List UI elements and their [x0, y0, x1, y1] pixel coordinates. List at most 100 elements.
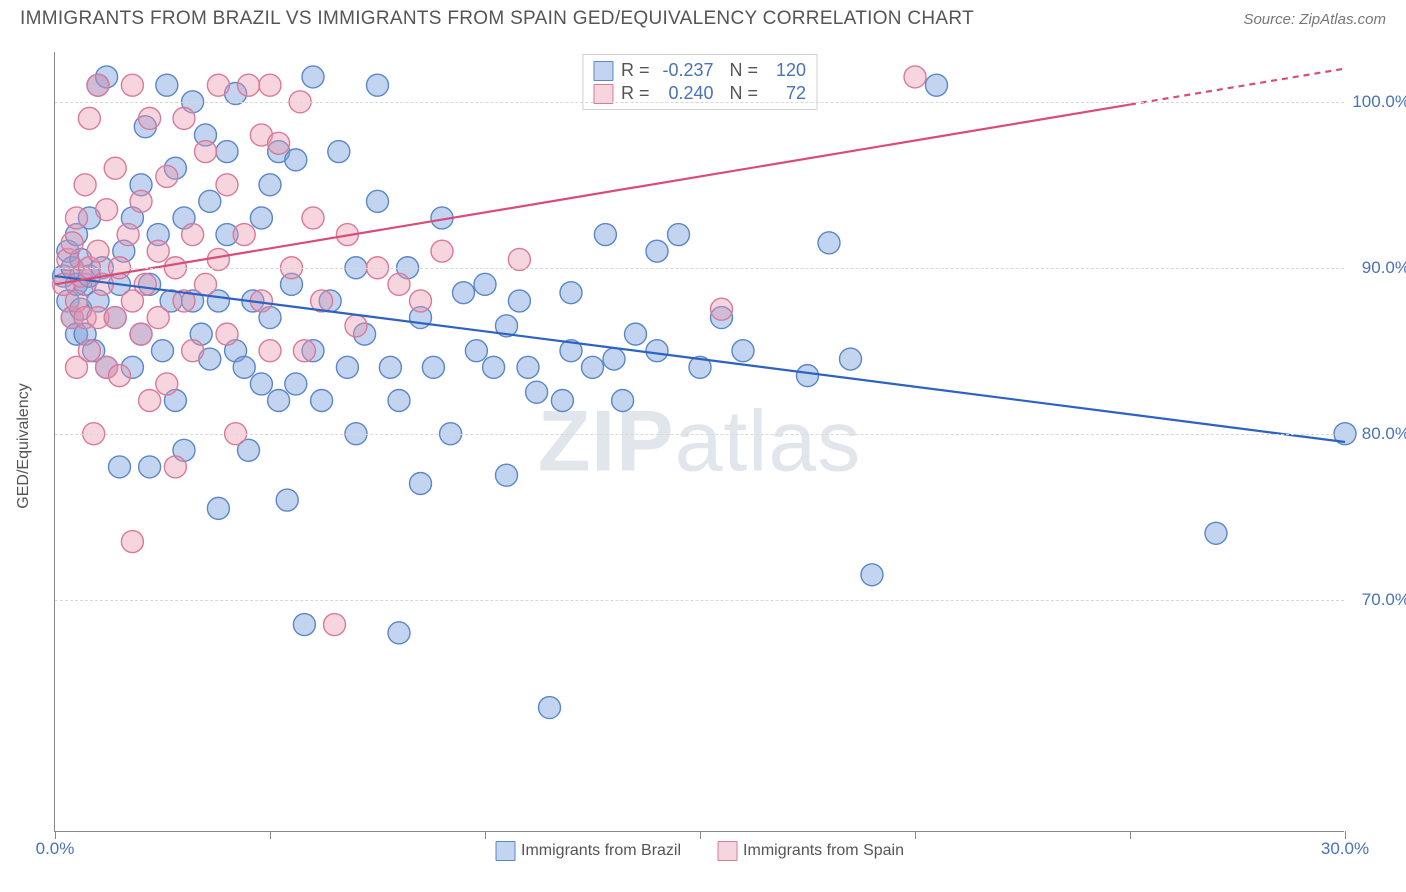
data-point [152, 340, 174, 362]
data-point [78, 340, 100, 362]
data-point [367, 190, 389, 212]
data-point [96, 199, 118, 221]
data-point [293, 614, 315, 636]
x-tick [915, 831, 916, 839]
data-point [195, 141, 217, 163]
data-point [109, 456, 131, 478]
data-point [625, 323, 647, 345]
data-point [285, 149, 307, 171]
correlation-row: R = -0.237 N = 120 [593, 59, 806, 82]
legend-item: Immigrants from Brazil [495, 841, 681, 861]
data-point [199, 190, 221, 212]
gridline-h [55, 434, 1344, 435]
chart-header: IMMIGRANTS FROM BRAZIL VS IMMIGRANTS FRO… [0, 0, 1406, 34]
data-point [109, 365, 131, 387]
legend-swatch [717, 841, 737, 861]
data-point [594, 224, 616, 246]
data-point [182, 224, 204, 246]
data-point [328, 141, 350, 163]
data-point [379, 356, 401, 378]
data-point [61, 232, 83, 254]
data-point [74, 174, 96, 196]
data-point [388, 390, 410, 412]
legend-label: Immigrants from Brazil [521, 842, 681, 860]
gridline-h [55, 600, 1344, 601]
scatter-svg [55, 52, 1344, 831]
data-point [560, 282, 582, 304]
data-point [173, 107, 195, 129]
data-point [582, 356, 604, 378]
data-point [293, 340, 315, 362]
n-value: 120 [766, 60, 806, 81]
data-point [496, 464, 518, 486]
data-point [238, 74, 260, 96]
data-point [285, 373, 307, 395]
data-point [388, 273, 410, 295]
data-point [87, 74, 109, 96]
data-point [302, 207, 324, 229]
data-point [156, 373, 178, 395]
data-point [603, 348, 625, 370]
data-point [250, 207, 272, 229]
data-point [465, 340, 487, 362]
data-point [156, 165, 178, 187]
trend-line-dashed [1130, 69, 1345, 105]
data-point [410, 290, 432, 312]
data-point [711, 298, 733, 320]
data-point [139, 107, 161, 129]
y-tick-label: 100.0% [1350, 92, 1406, 112]
r-label: R = [621, 60, 650, 81]
r-value: -0.237 [658, 60, 714, 81]
gridline-h [55, 102, 1344, 103]
gridline-h [55, 268, 1344, 269]
data-point [104, 307, 126, 329]
data-point [207, 497, 229, 519]
data-point [121, 74, 143, 96]
data-point [474, 273, 496, 295]
data-point [311, 390, 333, 412]
data-point [668, 224, 690, 246]
data-point [268, 132, 290, 154]
data-point [431, 240, 453, 262]
y-axis-label: GED/Equivalency [15, 383, 33, 508]
data-point [66, 207, 88, 229]
data-point [324, 614, 346, 636]
data-point [139, 390, 161, 412]
data-point [388, 622, 410, 644]
data-point [130, 323, 152, 345]
x-tick-label: 0.0% [36, 839, 75, 859]
data-point [646, 340, 668, 362]
data-point [207, 74, 229, 96]
series-legend: Immigrants from Brazil Immigrants from Sp… [495, 841, 904, 861]
data-point [483, 356, 505, 378]
data-point [182, 340, 204, 362]
legend-swatch [593, 61, 613, 81]
chart-title: IMMIGRANTS FROM BRAZIL VS IMMIGRANTS FRO… [20, 8, 974, 30]
data-point [517, 356, 539, 378]
data-point [904, 66, 926, 88]
data-point [216, 174, 238, 196]
data-point [156, 74, 178, 96]
legend-label: Immigrants from Spain [743, 842, 904, 860]
data-point [233, 224, 255, 246]
data-point [797, 365, 819, 387]
data-point [268, 390, 290, 412]
data-point [302, 66, 324, 88]
x-tick [485, 831, 486, 839]
data-point [526, 381, 548, 403]
data-point [345, 315, 367, 337]
data-point [104, 157, 126, 179]
data-point [367, 74, 389, 96]
data-point [539, 697, 561, 719]
legend-item: Immigrants from Spain [717, 841, 904, 861]
x-tick [1130, 831, 1131, 839]
data-point [78, 107, 100, 129]
x-tick [270, 831, 271, 839]
data-point [164, 456, 186, 478]
n-label: N = [730, 60, 759, 81]
x-tick [55, 831, 56, 839]
data-point [840, 348, 862, 370]
y-tick-label: 90.0% [1350, 258, 1406, 278]
data-point [453, 282, 475, 304]
data-point [130, 190, 152, 212]
